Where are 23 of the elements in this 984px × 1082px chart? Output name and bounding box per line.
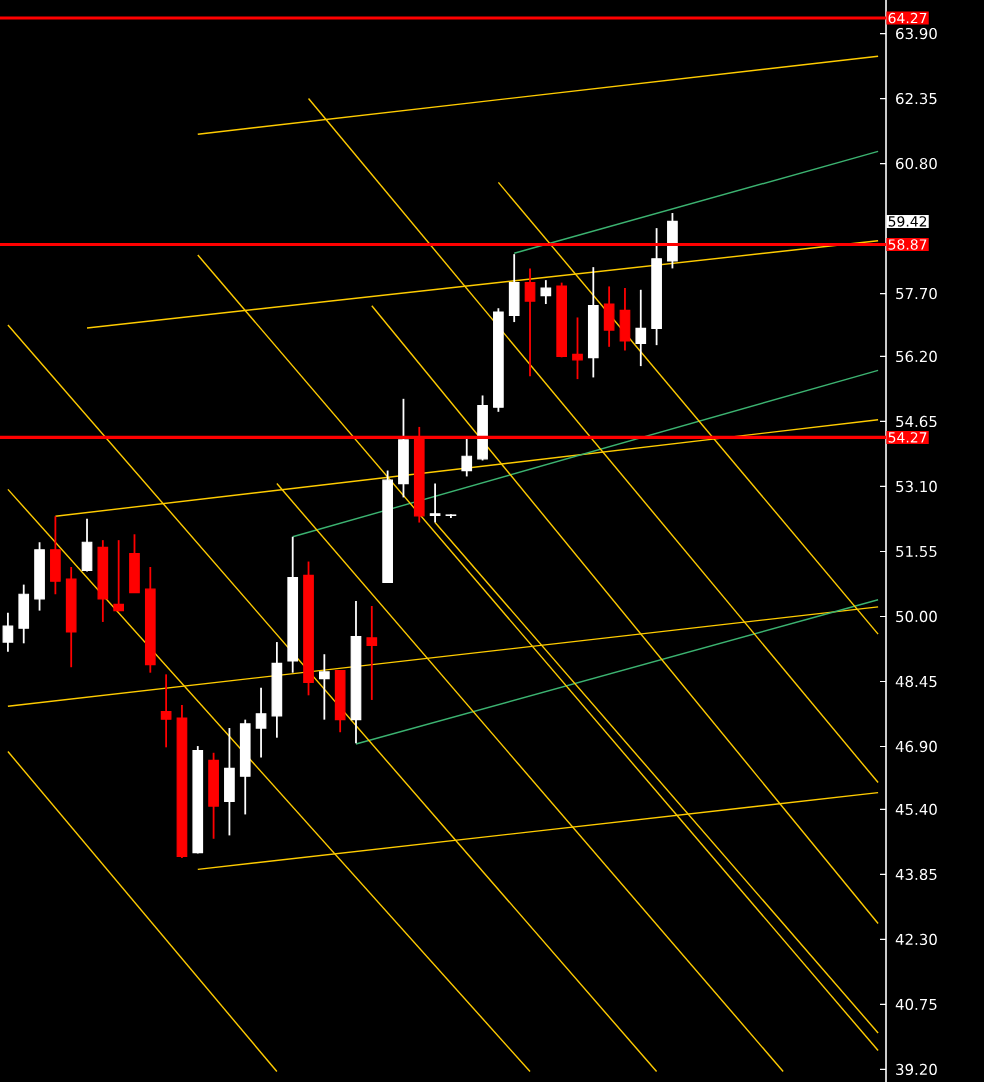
candlestick	[113, 539, 125, 613]
candlestick	[208, 751, 219, 840]
candlestick	[366, 605, 378, 701]
candlestick	[667, 212, 678, 270]
candlestick	[2, 611, 14, 653]
candlestick	[429, 482, 441, 524]
candlestick	[619, 287, 631, 352]
candlestick	[524, 267, 536, 378]
candlestick	[398, 397, 409, 499]
candlestick	[81, 517, 93, 573]
candlestick	[603, 285, 615, 348]
candlestick	[50, 515, 61, 596]
candlestick	[129, 533, 140, 594]
candlestick	[540, 279, 552, 305]
candlestick	[255, 686, 267, 759]
candlestick	[508, 253, 520, 323]
candlestick	[461, 436, 473, 478]
candlestick	[18, 583, 30, 645]
candlestick	[572, 316, 583, 381]
candlestick	[224, 727, 235, 837]
candlestick	[318, 653, 330, 721]
candlestick	[635, 288, 647, 368]
candlestick	[160, 673, 172, 749]
